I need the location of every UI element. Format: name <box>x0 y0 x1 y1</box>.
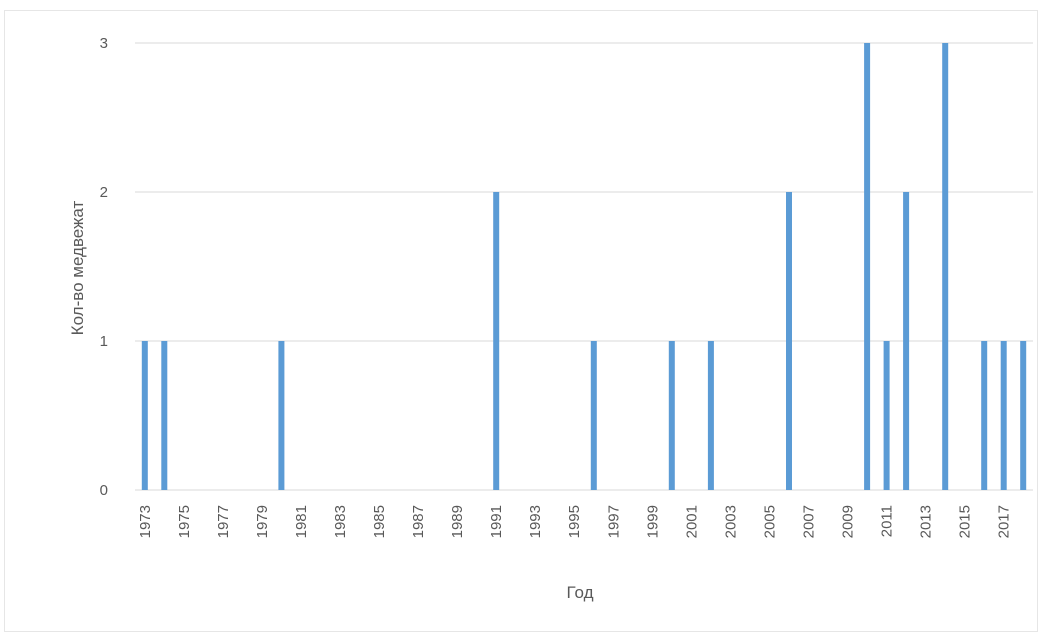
bar <box>493 192 500 490</box>
x-tick-label: 1999 <box>644 505 661 538</box>
bar <box>981 341 988 490</box>
x-tick-label: 1981 <box>293 505 310 538</box>
x-tick-label: 2015 <box>957 505 974 538</box>
x-tick-label: 1989 <box>449 505 466 538</box>
x-tick-label: 2009 <box>840 505 857 538</box>
x-tick-label: 2017 <box>996 505 1013 538</box>
bar <box>278 341 285 490</box>
bars <box>141 43 1027 490</box>
x-tick-label: 1991 <box>488 505 505 538</box>
bar <box>1000 341 1007 490</box>
x-tick-label: 2003 <box>722 505 739 538</box>
x-tick-label: 2011 <box>879 505 896 537</box>
bar <box>141 341 148 490</box>
x-axis-title: Год <box>566 583 593 602</box>
bar <box>668 341 675 490</box>
x-tick-label: 2013 <box>918 505 935 538</box>
x-tick-label: 1975 <box>176 505 193 538</box>
x-tick-label: 1987 <box>410 505 427 538</box>
bar <box>864 43 871 490</box>
x-tick-label: 1985 <box>371 505 388 538</box>
y-tick-label: 0 <box>100 482 108 499</box>
x-tick-label: 1983 <box>332 505 349 538</box>
bar <box>942 43 949 490</box>
y-tick-label: 1 <box>100 333 108 350</box>
x-tick-label: 2005 <box>762 505 779 538</box>
y-tick-label: 2 <box>100 184 108 201</box>
bar <box>786 192 792 490</box>
x-axis-ticks: 1973 1975 1977 1979 1981 1983 1985 1987 1989 1991… <box>137 505 1013 538</box>
y-axis-ticks: 0 1 2 3 <box>100 35 108 499</box>
x-tick-label: 1995 <box>566 505 583 538</box>
bar <box>883 341 890 490</box>
x-tick-label: 1997 <box>605 505 622 538</box>
y-axis-title: Кол-во медвежат <box>68 200 87 335</box>
y-tick-label: 3 <box>100 35 108 52</box>
x-tick-label: 2001 <box>683 505 700 538</box>
bar <box>903 192 910 490</box>
bar <box>1020 341 1027 490</box>
bar <box>707 341 714 490</box>
gridlines <box>135 42 1033 491</box>
x-tick-label: 1973 <box>137 505 154 538</box>
x-tick-label: 1993 <box>527 505 544 538</box>
x-tick-label: 1979 <box>254 505 271 538</box>
bar <box>590 341 597 490</box>
bar <box>161 341 168 490</box>
x-tick-label: 1977 <box>215 505 232 538</box>
x-tick-label: 2007 <box>801 505 818 538</box>
